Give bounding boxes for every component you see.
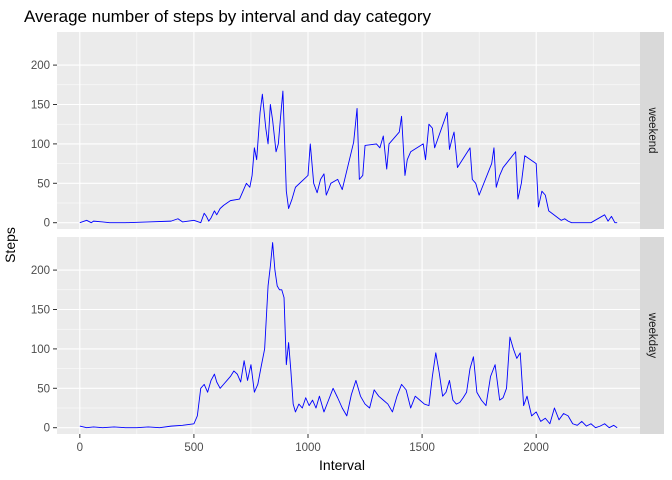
x-tick-label: 1000	[295, 442, 321, 454]
y-tick-label: 0	[44, 218, 50, 230]
panel-background	[57, 32, 640, 229]
y-axis-title: Steps	[2, 227, 18, 263]
y-tick-label: 50	[37, 383, 50, 395]
panel-background	[57, 237, 640, 434]
facet-panel-weekend: 0 50 100 150 200 weekend	[31, 32, 664, 230]
y-tick-label: 150	[31, 304, 50, 316]
facet-strip-label: weekend	[646, 106, 658, 153]
facet-strip	[640, 32, 664, 229]
facet-strip-label: weekday	[646, 312, 658, 359]
chart-title: Average number of steps by interval and …	[24, 7, 431, 26]
x-axis: 0 500 1000 1500 2000	[77, 434, 549, 454]
x-axis-title: Interval	[319, 457, 365, 473]
y-tick-label: 100	[31, 344, 50, 356]
y-tick-label: 150	[31, 99, 50, 111]
x-tick-label: 500	[184, 442, 203, 454]
facet-panels: 0 50 100 150 200 weekend 0 50 100 150 200 weekday	[31, 32, 664, 435]
y-tick-label: 0	[44, 423, 50, 435]
y-tick-label: 200	[31, 265, 50, 277]
y-tick-label: 100	[31, 139, 50, 151]
facet-panel-weekday: 0 50 100 150 200 weekday	[31, 237, 664, 435]
facet-strip	[640, 237, 664, 434]
series-line-weekday	[79, 242, 618, 429]
x-tick-label: 2000	[523, 442, 549, 454]
x-tick-label: 1500	[409, 442, 435, 454]
x-tick-label: 0	[77, 442, 83, 454]
y-tick-label: 200	[31, 60, 50, 72]
y-tick-label: 50	[37, 178, 50, 190]
series-line-weekend	[79, 90, 618, 224]
